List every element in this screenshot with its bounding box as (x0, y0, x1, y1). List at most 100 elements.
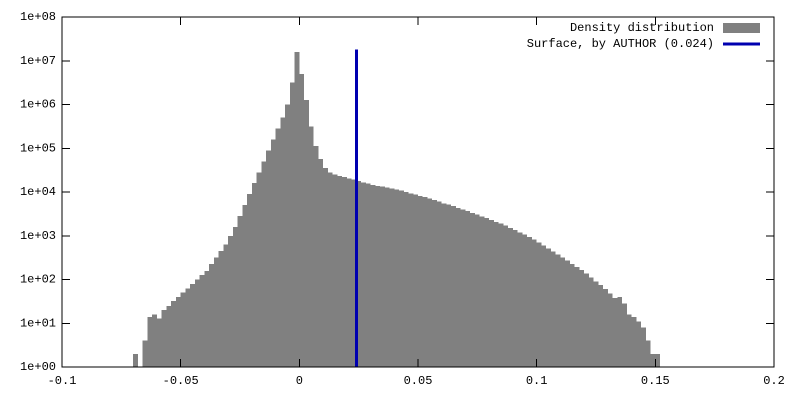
x-tick-label: 0.15 (641, 374, 670, 388)
bar (289, 82, 295, 367)
bar (451, 206, 456, 367)
y-tick-label: 1e+03 (20, 229, 56, 243)
bar (218, 251, 224, 367)
y-tick-label: 1e+02 (20, 273, 56, 287)
bar (365, 183, 371, 367)
bar (474, 214, 480, 367)
bar (156, 318, 162, 367)
x-tick-label: 0 (296, 374, 303, 388)
bar (194, 279, 200, 367)
bar (389, 188, 395, 367)
bar (512, 230, 518, 367)
bar (190, 283, 195, 367)
bar (199, 275, 205, 367)
bar (650, 353, 656, 367)
bar (479, 216, 485, 367)
bar (204, 270, 210, 367)
bar (299, 73, 305, 367)
bar (261, 161, 267, 367)
bar (399, 190, 404, 367)
bar (584, 273, 589, 367)
bar (432, 199, 437, 367)
bar (308, 126, 314, 367)
legend-label: Surface, by AUTHOR (0.024) (527, 37, 714, 51)
bar (418, 195, 423, 367)
bar (484, 218, 490, 367)
bar (560, 257, 566, 367)
bar (408, 193, 414, 367)
bar (327, 172, 333, 367)
plot-border (61, 16, 775, 368)
y-tick-label: 1e+06 (20, 98, 56, 112)
x-tick-label: 0.2 (763, 374, 785, 388)
bar (503, 225, 509, 367)
bar (133, 353, 138, 367)
bar (655, 353, 661, 367)
bar (323, 167, 328, 367)
bar (242, 205, 248, 367)
bar (645, 340, 651, 367)
bar (318, 159, 324, 367)
bar (574, 266, 580, 367)
bar (285, 104, 290, 367)
y-tick-label: 1e+00 (20, 360, 56, 374)
x-tick-label: -0.05 (163, 374, 199, 388)
bar (517, 232, 523, 367)
bar (166, 305, 172, 367)
bar (256, 172, 262, 367)
bar (446, 204, 452, 367)
bar (161, 310, 167, 367)
legend: Density distribution Surface, by AUTHOR (… (527, 21, 760, 51)
bar (422, 197, 428, 367)
bar (427, 198, 433, 367)
bar (270, 139, 276, 367)
bar (493, 221, 499, 367)
bar (209, 264, 214, 367)
bar (152, 314, 157, 367)
axes: 1e+00 1e+01 1e+02 1e+03 1e+04 1e+05 1e+06 1e+07… (20, 10, 785, 388)
bar (337, 175, 343, 367)
bar (546, 248, 551, 367)
bar (636, 321, 642, 367)
bar (175, 296, 181, 367)
bar (361, 182, 366, 367)
bar (356, 181, 362, 367)
bar (147, 316, 153, 367)
legend-swatch (723, 23, 760, 33)
bar (237, 216, 243, 367)
bar (617, 296, 623, 367)
bar (498, 223, 504, 367)
bar (641, 327, 646, 367)
bar (304, 100, 309, 368)
bar (598, 285, 604, 367)
bar (142, 340, 148, 367)
bar (247, 194, 252, 367)
bar (536, 242, 542, 367)
bar (232, 226, 238, 367)
bar (622, 303, 627, 367)
bar (342, 177, 347, 367)
bar (541, 245, 547, 367)
bar (626, 314, 632, 367)
bar (603, 289, 608, 367)
bar (375, 185, 381, 367)
x-tick-label: 0.1 (526, 374, 548, 388)
bar (403, 192, 409, 367)
bar (441, 203, 447, 367)
bar (489, 219, 494, 367)
bar (294, 52, 300, 367)
bar (588, 277, 594, 367)
bar (470, 213, 475, 367)
bar (460, 209, 466, 367)
bar (612, 297, 618, 367)
bar (228, 235, 233, 367)
bar (275, 128, 281, 367)
bar (508, 227, 513, 367)
bar (569, 263, 575, 367)
bar (351, 179, 357, 367)
bar (565, 260, 570, 367)
bar (171, 301, 176, 367)
bar (370, 185, 376, 367)
bar (522, 234, 528, 367)
